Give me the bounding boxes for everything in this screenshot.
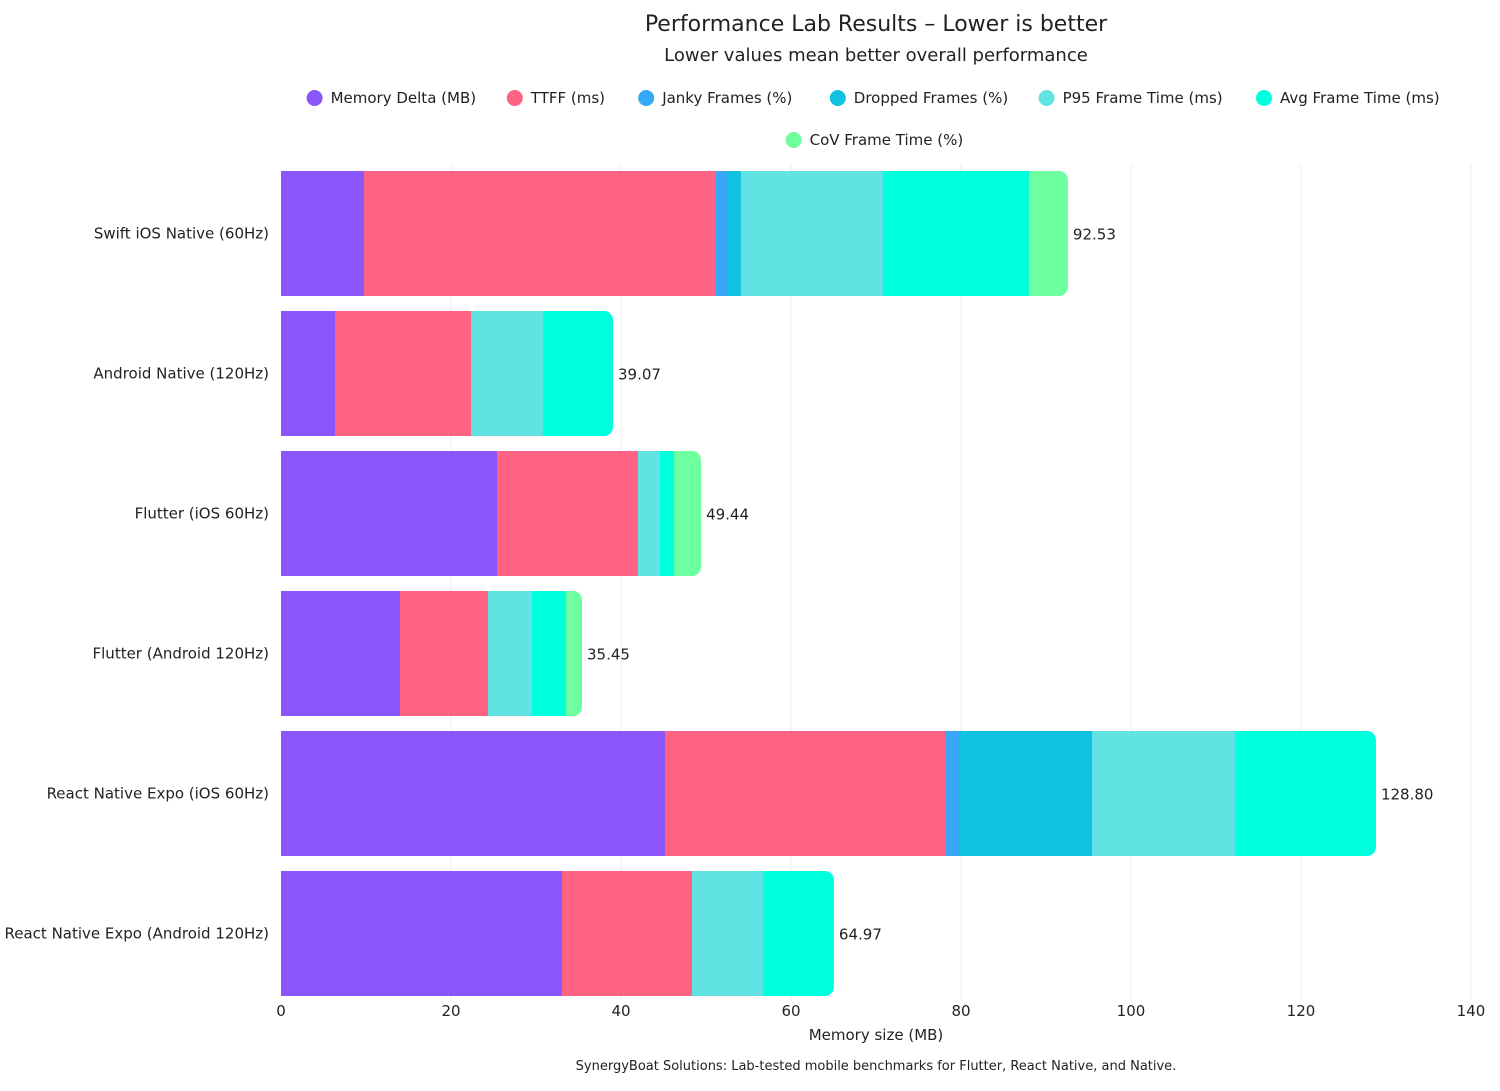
category-label: Flutter (iOS 60Hz) — [135, 505, 269, 523]
footer-note: SynergyBoat Solutions: Lab-tested mobile… — [576, 1059, 1177, 1074]
bar-segment[interactable] — [715, 171, 729, 296]
legend-label: Dropped Frames (%) — [854, 89, 1008, 107]
legend-label: Janky Frames (%) — [661, 89, 792, 107]
legend-swatch — [506, 90, 523, 106]
bar-segment[interactable] — [674, 451, 702, 576]
bar-segment[interactable] — [363, 171, 717, 296]
bar-segment[interactable] — [281, 591, 401, 716]
bar-row: Android Native (120Hz) 39.07 — [93, 311, 661, 436]
bar-segment[interactable] — [496, 451, 639, 576]
category-label: Android Native (120Hz) — [93, 365, 269, 383]
x-axis-ticks: 0 20 40 60 80 100 120 140 — [276, 1002, 1485, 1020]
legend-item[interactable]: Avg Frame Time (ms) — [1256, 89, 1440, 107]
bar-segment[interactable] — [281, 871, 563, 996]
bar-segment[interactable] — [566, 591, 582, 716]
total-label: 49.44 — [706, 506, 749, 524]
legend-item[interactable]: Dropped Frames (%) — [829, 89, 1008, 107]
chart-subtitle: Lower values mean better overall perform… — [664, 45, 1088, 66]
bar-row: React Native Expo (Android 120Hz) 64.97 — [5, 871, 882, 996]
bar-segment[interactable] — [959, 731, 1093, 856]
bar-segment[interactable] — [532, 591, 567, 716]
bar-segment[interactable] — [882, 171, 1030, 296]
legend-swatch — [785, 132, 802, 148]
chart-title: Performance Lab Results – Lower is bette… — [645, 12, 1108, 37]
bar-row: React Native Expo (iOS 60Hz) 128.80 — [47, 731, 1434, 856]
total-label: 128.80 — [1381, 786, 1434, 804]
legend-swatch — [1256, 90, 1272, 106]
legend-label: CoV Frame Time (%) — [810, 131, 964, 149]
bar-segment[interactable] — [638, 451, 661, 576]
bar-segment[interactable] — [691, 871, 764, 996]
legend-label: P95 Frame Time (ms) — [1063, 89, 1223, 107]
bar-row: Flutter (iOS 60Hz) 49.44 — [135, 451, 749, 576]
x-tick-label: 140 — [1457, 1002, 1486, 1020]
bar-segment[interactable] — [1091, 731, 1236, 856]
bar-segment[interactable] — [762, 871, 834, 996]
legend-item[interactable]: TTFF (ms) — [506, 89, 605, 107]
legend-swatch — [1038, 90, 1055, 106]
x-tick-label: 80 — [951, 1002, 970, 1020]
total-label: 64.97 — [839, 926, 882, 944]
bars: Swift iOS Native (60Hz) 92.53 Android Nati… — [5, 171, 1434, 996]
total-label: 35.45 — [587, 646, 630, 664]
x-tick-label: 0 — [276, 1002, 286, 1020]
legend-swatch — [306, 90, 323, 106]
bar-segment[interactable] — [281, 311, 336, 436]
legend-item[interactable]: CoV Frame Time (%) — [785, 131, 964, 149]
total-label: 39.07 — [618, 366, 661, 384]
category-label: React Native Expo (Android 120Hz) — [5, 925, 269, 943]
bar-segment[interactable] — [1234, 731, 1377, 856]
legend-swatch — [638, 90, 655, 106]
x-tick-label: 20 — [441, 1002, 460, 1020]
bar-segment[interactable] — [542, 311, 614, 436]
bar-segment[interactable] — [281, 731, 666, 856]
legend-item[interactable]: Janky Frames (%) — [638, 89, 792, 107]
x-tick-label: 120 — [1287, 1002, 1316, 1020]
legend-swatch — [829, 90, 846, 106]
legend-item[interactable]: Memory Delta (MB) — [306, 89, 477, 107]
bar-segment[interactable] — [562, 871, 693, 996]
bar-row: Flutter (Android 120Hz) 35.45 — [93, 591, 630, 716]
bar-segment[interactable] — [470, 311, 544, 436]
bar-segment[interactable] — [334, 311, 472, 436]
x-axis-label: Memory size (MB) — [809, 1026, 944, 1044]
x-tick-label: 60 — [781, 1002, 800, 1020]
category-label: React Native Expo (iOS 60Hz) — [47, 785, 269, 803]
legend-label: Memory Delta (MB) — [331, 89, 477, 107]
legend: Memory Delta (MB) TTFF (ms) Janky Frames (… — [306, 89, 1440, 149]
legend-item[interactable]: P95 Frame Time (ms) — [1038, 89, 1223, 107]
bar-segment[interactable] — [1028, 171, 1069, 296]
total-label: 92.53 — [1073, 226, 1116, 244]
legend-label: Avg Frame Time (ms) — [1280, 89, 1440, 107]
bar-segment[interactable] — [281, 451, 498, 576]
x-tick-label: 40 — [611, 1002, 630, 1020]
gridlines — [450, 165, 1472, 1000]
x-tick-label: 100 — [1117, 1002, 1146, 1020]
bar-segment[interactable] — [665, 731, 946, 856]
bar-segment[interactable] — [281, 171, 365, 296]
category-label: Flutter (Android 120Hz) — [93, 645, 269, 663]
bar-segment[interactable] — [660, 451, 675, 576]
bar-segment[interactable] — [487, 591, 533, 716]
bar-segment[interactable] — [945, 731, 961, 856]
bar-row: Swift iOS Native (60Hz) 92.53 — [94, 171, 1116, 296]
category-label: Swift iOS Native (60Hz) — [94, 225, 269, 243]
legend-label: TTFF (ms) — [530, 89, 605, 107]
bar-segment[interactable] — [400, 591, 489, 716]
bar-segment[interactable] — [727, 171, 742, 296]
bar-segment[interactable] — [740, 171, 884, 296]
